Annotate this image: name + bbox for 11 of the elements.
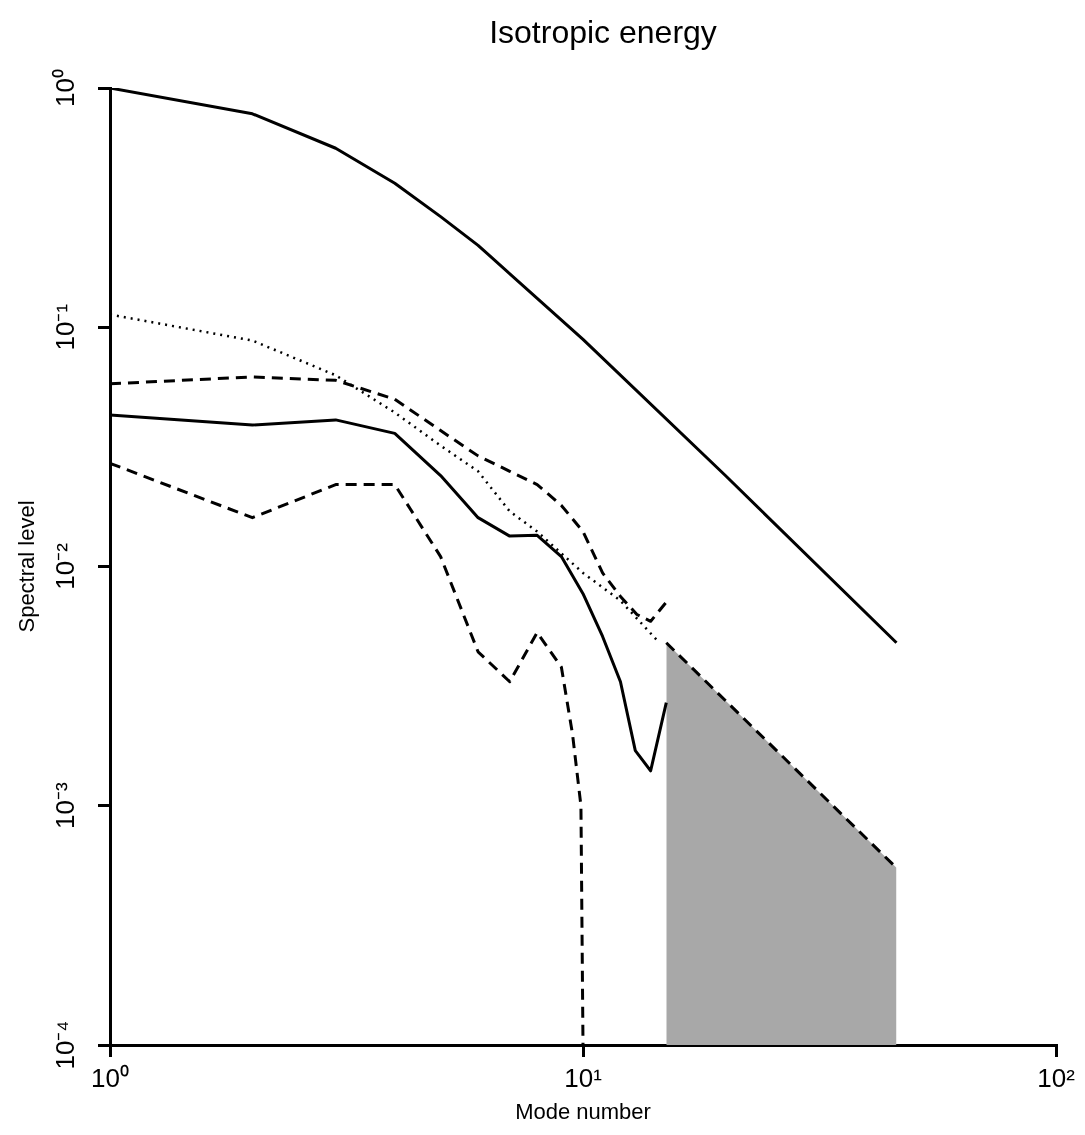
y-tick-label: 10⁻² [50,542,81,590]
x-tick-label: 10² [1037,1063,1076,1094]
y-tick-label: 10⁰ [50,69,81,107]
y-tick-label: 10⁻¹ [50,303,81,351]
y-axis-title: Spectral level [14,500,40,633]
y-tick-label: 10⁻⁴ [50,1020,81,1070]
chart-title: Isotropic energy [489,13,717,50]
y-tick-label: 10⁻³ [50,782,81,830]
x-tick-label: 10⁰ [91,1063,129,1094]
x-tick-label: 10¹ [564,1063,603,1094]
x-axis-title: Mode number [515,1099,651,1125]
